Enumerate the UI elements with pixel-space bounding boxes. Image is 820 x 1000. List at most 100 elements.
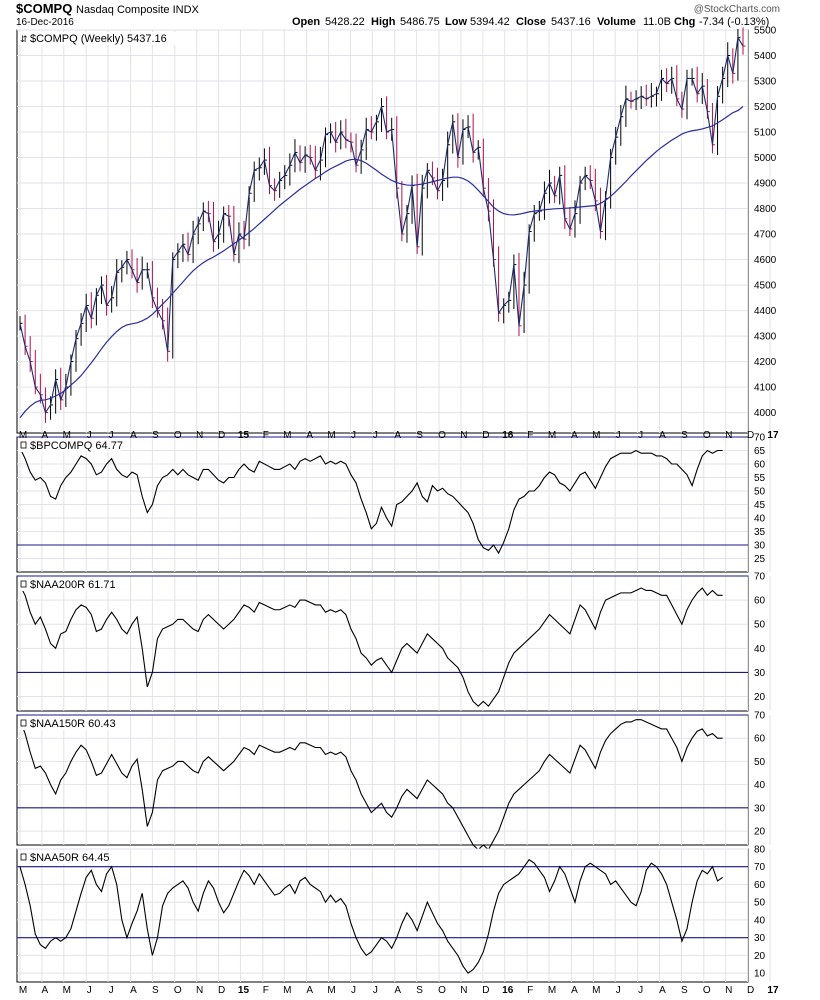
y-tick-label: 4100 — [754, 383, 777, 394]
x-tick-label: M — [19, 985, 27, 996]
y-tick-label: 50 — [754, 620, 766, 631]
panel-3: 20 30 40 50 60 70 $NAA150R 60.43 — [16, 711, 771, 851]
x-tick-label: J — [616, 430, 621, 441]
indicator-line — [19, 447, 723, 555]
close-line — [19, 36, 744, 414]
x-tick-label: A — [306, 985, 313, 996]
x-tick-label: N — [196, 985, 203, 996]
y-tick-label: 45 — [754, 500, 766, 511]
y-tick-label: 5300 — [754, 77, 777, 88]
x-tick-label: N — [725, 985, 732, 996]
high-label: High — [371, 16, 396, 28]
y-tick-label: 30 — [754, 803, 766, 814]
y-tick-label: 80 — [754, 845, 766, 856]
x-tick-label: O — [438, 985, 446, 996]
y-tick-label: 50 — [754, 898, 766, 909]
panel-frame — [16, 714, 749, 846]
x-tick-label: S — [152, 985, 159, 996]
y-tick-label: 4500 — [754, 281, 777, 292]
chg-label: Chg — [674, 16, 695, 28]
y-tick-label: 50 — [754, 757, 766, 768]
x-tick-label: A — [306, 430, 313, 441]
x-tick-label: F — [263, 985, 269, 996]
y-tick-label: 4300 — [754, 332, 777, 343]
x-tick-label: J — [351, 985, 356, 996]
chg-value: -7.34 (-0.13%) — [699, 16, 769, 28]
y-tick-label: 55 — [754, 473, 766, 484]
x-tick-label: A — [42, 430, 49, 441]
y-tick-label: 4800 — [754, 204, 777, 215]
x-tick-label: S — [152, 430, 159, 441]
open-value: 5428.22 — [325, 16, 365, 28]
x-tick-label: M — [283, 430, 291, 441]
x-tick-label: M — [283, 985, 291, 996]
y-tick-label: 5400 — [754, 51, 777, 62]
x-tick-label: M — [63, 985, 71, 996]
x-tick-label: M — [548, 985, 556, 996]
y-tick-label: 60 — [754, 596, 766, 607]
x-tick-label: N — [460, 430, 467, 441]
x-tick-label: J — [638, 430, 643, 441]
x-tick-label: A — [659, 430, 666, 441]
x-tick-label: A — [394, 985, 401, 996]
y-tick-label: 50 — [754, 487, 766, 498]
y-tick-label: 20 — [754, 692, 766, 703]
panel-settings-icon — [20, 580, 27, 588]
y-tick-label: 40 — [754, 514, 766, 525]
x-tick-label: 16 — [502, 430, 514, 441]
close-value: 5437.16 — [551, 16, 591, 28]
y-tick-label: 5500 — [754, 26, 777, 37]
chart-panels: 4000 4100 4200 4300 4400 4500 4600 4700 4800 4900… — [16, 26, 777, 983]
date-label: 16-Dec-2016 — [16, 17, 74, 28]
y-tick-label: 60 — [754, 460, 766, 471]
y-tick-label: 4900 — [754, 179, 777, 190]
x-tick-label: A — [130, 985, 137, 996]
x-tick-label: M — [548, 430, 556, 441]
x-tick-label: D — [482, 985, 489, 996]
low-label: Low — [445, 16, 467, 28]
x-tick-label: O — [174, 985, 182, 996]
x-tick-label: J — [638, 985, 643, 996]
x-tick-label: M — [63, 430, 71, 441]
x-tick-label: 16 — [502, 985, 514, 996]
x-tick-label: N — [196, 430, 203, 441]
x-tick-label: D — [218, 430, 225, 441]
x-tick-label: 17 — [767, 985, 779, 996]
panel-title: $NAA50R 64.45 — [30, 852, 110, 864]
panel-settings-icon — [20, 719, 27, 727]
indicator-line — [19, 858, 723, 974]
y-tick-label: 5100 — [754, 128, 777, 139]
panel-title: $NAA200R 61.71 — [30, 579, 116, 591]
volume-label: Volume — [597, 16, 636, 28]
y-tick-label: 10 — [754, 969, 766, 980]
x-tick-label: M — [327, 985, 335, 996]
x-tick-label: S — [681, 430, 688, 441]
panel-frame — [16, 848, 749, 983]
x-tick-label: D — [747, 430, 754, 441]
panel-settings-icon — [20, 853, 27, 861]
x-tick-label: D — [482, 430, 489, 441]
x-tick-label: O — [703, 430, 711, 441]
indicator-line — [19, 585, 723, 708]
panel-settings-icon — [20, 441, 27, 449]
y-tick-label: 70 — [754, 862, 766, 873]
panel-2: 20 30 40 50 60 70 $NAA200R 61.71 — [16, 572, 771, 712]
panel-title-bg — [19, 32, 181, 45]
watermark-label: @StockCharts.com — [694, 4, 780, 15]
y-tick-label: 5200 — [754, 102, 777, 113]
y-tick-label: 70 — [754, 572, 766, 583]
x-tick-label: J — [373, 985, 378, 996]
y-tick-label: 20 — [754, 951, 766, 962]
x-tick-label: F — [527, 430, 533, 441]
chart-header: $COMPQ Nasdaq Composite INDX 16-Dec-2016… — [16, 1, 780, 28]
symbol-label: $COMPQ — [16, 1, 72, 16]
close-label: Close — [516, 16, 546, 28]
x-tick-label: F — [263, 430, 269, 441]
y-tick-label: 30 — [754, 541, 766, 552]
x-axis: M M A A M M J J J J A A S S O O N N D D 15 15 F F M M A A M M J J J J A A S S… — [19, 430, 779, 996]
x-tick-label: F — [527, 985, 533, 996]
low-value: 5394.42 — [470, 16, 510, 28]
x-tick-label: J — [109, 985, 114, 996]
y-tick-label: 20 — [754, 827, 766, 838]
x-tick-label: M — [592, 985, 600, 996]
